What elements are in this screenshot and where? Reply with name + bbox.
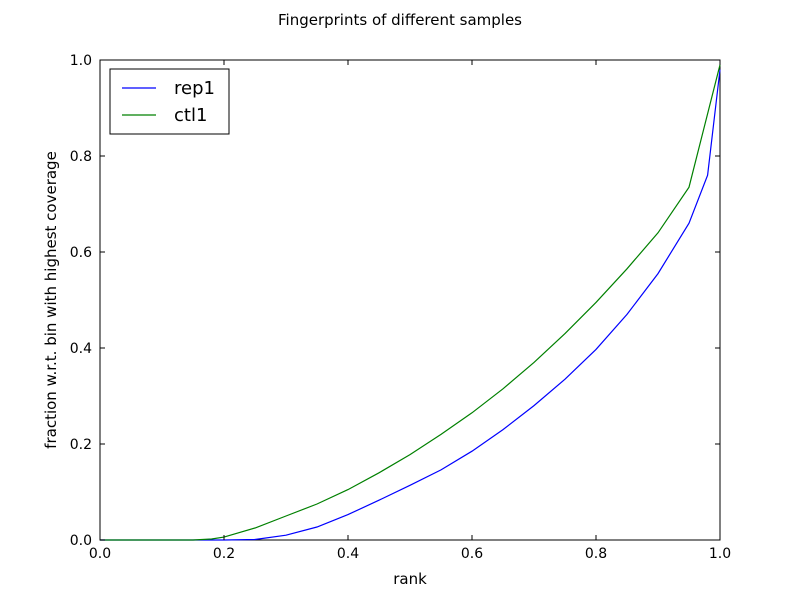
series-line-rep1 [100,69,721,541]
y-tick-label: 0.0 [70,533,92,549]
x-tick-label: 0.6 [461,546,483,562]
x-axis-ticks: 0.0 0.2 0.4 0.6 0.8 1.0 [89,60,731,562]
legend: rep1 ctl1 [109,68,230,135]
y-tick-label: 1.0 [70,53,92,69]
y-tick-label: 0.2 [70,437,92,453]
x-tick-label: 0.4 [337,546,359,562]
legend-label-ctl1: ctl1 [174,105,207,126]
x-tick-label: 0.2 [213,546,235,562]
y-axis-label: fraction w.r.t. bin with highest coverag… [42,151,60,449]
y-tick-label: 0.6 [70,245,92,261]
x-tick-label: 0.8 [585,546,607,562]
x-tick-label: 0.0 [89,546,111,562]
legend-box [109,68,230,135]
x-axis-label: rank [393,570,427,588]
x-tick-label: 1.0 [709,546,731,562]
series-line-ctl1 [100,64,721,541]
series-layer [100,64,721,541]
y-axis-ticks: 0.0 0.2 0.4 0.6 0.8 1.0 [70,53,720,549]
y-tick-label: 0.8 [70,149,92,165]
chart-title: Fingerprints of different samples [278,11,522,29]
plot-area: 0.0 0.2 0.4 0.6 0.8 1.0 0.0 0.2 0.4 0.6 0.8 1.0 [70,53,731,562]
plot-frame [99,59,721,541]
y-tick-label: 0.4 [70,341,92,357]
legend-label-rep1: rep1 [174,78,215,99]
